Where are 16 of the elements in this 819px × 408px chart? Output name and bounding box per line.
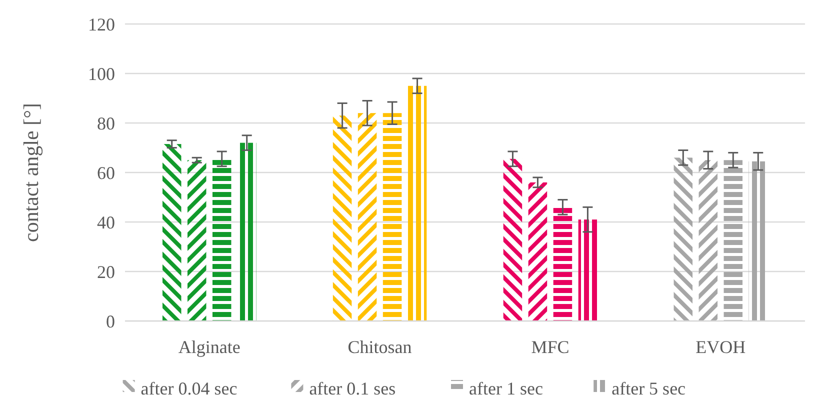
y-tick-label: 80 [97, 113, 115, 134]
y-tick-label: 120 [88, 14, 115, 34]
y-tick-label: 20 [97, 262, 115, 282]
x-tick-label: Alginate [178, 337, 240, 357]
y-axis-title: contact angle [°] [19, 103, 43, 242]
legend-label: after 1 sec [469, 378, 543, 398]
x-tick-label: Chitosan [348, 337, 412, 357]
x-tick-label: EVOH [696, 337, 746, 357]
legend-label: after 5 sec [612, 378, 686, 398]
y-tick-label: 0 [106, 311, 115, 332]
legend-label: after 0.1 ses [309, 378, 396, 398]
y-tick-label: 100 [88, 64, 115, 84]
y-tick-label: 40 [97, 212, 115, 232]
legend-label: after 0.04 sec [140, 378, 238, 398]
x-tick-label: MFC [531, 337, 570, 357]
y-tick-label: 60 [97, 162, 115, 183]
